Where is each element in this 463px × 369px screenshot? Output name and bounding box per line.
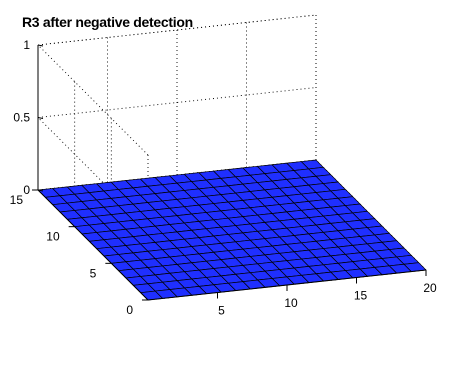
x-tick-label: 10: [284, 296, 298, 310]
grid-line-z-left: [37, 44, 149, 156]
z-tick-label: 1: [23, 38, 30, 52]
z-tick-label: 0: [23, 183, 30, 197]
y-tick-label: 5: [90, 266, 97, 280]
y-axis-line: [37, 189, 149, 301]
y-tick-label: 0: [126, 303, 133, 317]
z-tick: [37, 44, 44, 47]
y-tick-label: 10: [46, 230, 60, 244]
y-tick-label: 15: [10, 193, 24, 207]
x-tick-label: 15: [354, 289, 368, 303]
x-tick-label: 20: [423, 281, 437, 295]
x-tick-label: 5: [218, 304, 225, 318]
z-tick: [37, 117, 44, 119]
z-tick-label: 0.5: [13, 111, 30, 125]
chart-title: R3 after negative detection: [22, 14, 193, 30]
